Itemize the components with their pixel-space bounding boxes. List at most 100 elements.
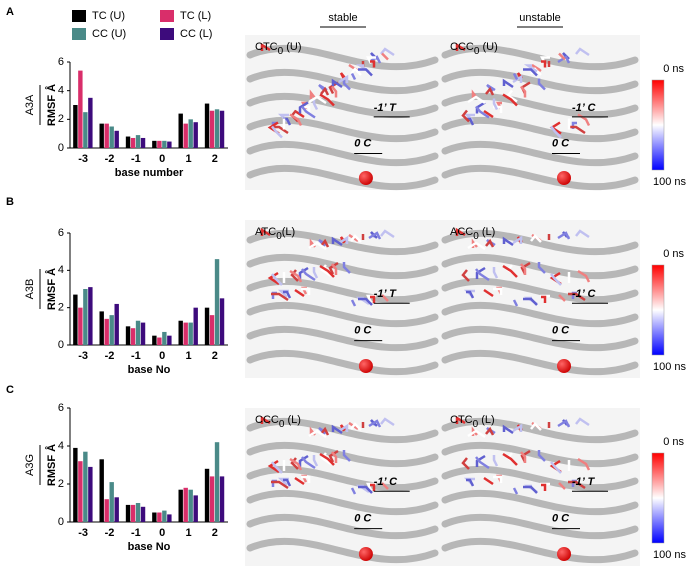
bar: [140, 506, 146, 522]
bar: [193, 307, 198, 345]
image-label: ATC0(L): [255, 226, 295, 242]
ribbon: [246, 349, 439, 376]
y-tick-label: 6: [58, 402, 64, 414]
ribbon: [246, 301, 439, 328]
structure-image: ATC0(L) -1’ T 0 C: [245, 220, 440, 378]
legend-label: TC (U): [92, 10, 125, 22]
colorbar: [651, 452, 665, 544]
bar: [214, 109, 220, 148]
label-sub: 0: [473, 419, 479, 430]
nucleotide-stick: [381, 52, 389, 61]
structure-image: CCC0 (L) -1’ C 0 C: [245, 408, 440, 566]
y-tick-label: 2: [58, 478, 64, 490]
nucleotide-stick: [475, 105, 490, 119]
x-tick-label: -3: [78, 527, 88, 539]
x-tick-label: -3: [78, 153, 88, 165]
colorbar-label: 0 ns: [663, 248, 684, 260]
image-label: ACC0 (L): [450, 226, 495, 242]
bar: [78, 307, 83, 345]
nucleotide-stick: [358, 68, 373, 77]
site-label: 0 C: [354, 137, 372, 149]
nucleotide-stick: [483, 288, 494, 298]
colorbar-label: 100 ns: [653, 176, 687, 188]
nucleotide-stick: [512, 235, 523, 245]
x-tick-label: -2: [105, 153, 115, 165]
x-tick-label: 1: [185, 350, 191, 362]
bar: [157, 337, 162, 345]
bar: [104, 318, 109, 345]
zinc-sphere: [557, 359, 571, 373]
image-label: CCC0 (L): [255, 414, 301, 430]
bar: [167, 335, 172, 345]
legend-swatch: [72, 28, 86, 40]
nucleotide-stick: [338, 74, 349, 84]
nucleotide-stick: [558, 294, 566, 302]
legend-swatch: [72, 10, 86, 22]
site-label: 0 C: [552, 513, 570, 525]
ribbon: [441, 253, 639, 280]
nucleotide-stick: [301, 475, 311, 483]
zinc-sphere: [358, 171, 373, 185]
nucleotide-stick: [475, 266, 486, 279]
bar: [183, 123, 188, 148]
nucleotide-stick: [380, 417, 395, 427]
ribbon: [246, 441, 439, 468]
nucleotide-stick: [320, 238, 330, 248]
nucleotide-stick: [368, 231, 382, 240]
nucleotide-stick: [537, 262, 546, 274]
zinc-sphere: [557, 547, 571, 561]
nucleotide-stick: [271, 125, 283, 139]
legend-label: TC (L): [180, 10, 211, 22]
ribbon: [441, 92, 639, 119]
nucleotide-stick: [289, 457, 303, 471]
x-axis-label: base No: [128, 541, 171, 553]
bar: [193, 122, 198, 148]
nucleotide-stick: [319, 264, 335, 278]
zinc-sphere: [358, 547, 373, 561]
nucleotide-stick: [312, 455, 319, 467]
y-tick-label: 0: [58, 339, 64, 351]
bar: [73, 105, 78, 148]
nucleotide-stick: [485, 426, 495, 436]
colorbar: [651, 79, 665, 171]
nucleotide-stick: [577, 269, 591, 283]
bar: [219, 476, 225, 522]
bar: [104, 123, 109, 148]
ribbon: [441, 44, 639, 71]
nucleotide-stick: [308, 429, 327, 439]
nucleotide-stick: [301, 287, 311, 295]
bar: [188, 322, 193, 345]
bar: [188, 119, 193, 148]
x-tick-label: -3: [78, 350, 88, 362]
ribbon: [246, 92, 439, 119]
bar: [130, 137, 136, 148]
ribbon: [246, 164, 439, 191]
ribbon: [246, 44, 439, 71]
nucleotide-stick: [502, 424, 514, 435]
nucleotide-stick: [466, 290, 475, 299]
nucleotide-stick: [537, 78, 546, 91]
bar: [162, 331, 167, 345]
legend-swatch: [160, 10, 174, 22]
colorbar-label: 100 ns: [653, 549, 687, 561]
nucleotide-stick: [283, 478, 292, 487]
ribbon: [441, 277, 639, 304]
nucleotide-stick: [455, 227, 466, 237]
ribbon: [441, 140, 639, 167]
x-tick-label: 2: [212, 350, 218, 362]
nucleotide-stick: [298, 454, 309, 467]
ribbon: [246, 465, 439, 492]
nucleotide-stick: [461, 109, 470, 123]
bar: [125, 326, 131, 345]
bar: [114, 303, 119, 345]
label-sub: 0: [474, 46, 480, 57]
bar: [109, 482, 114, 522]
bar: [73, 447, 78, 522]
colorbar-label: 100 ns: [653, 361, 687, 373]
bar: [204, 103, 210, 148]
label-rest: (U): [479, 41, 497, 53]
nucleotide-stick: [467, 241, 486, 251]
legend-swatch: [160, 28, 174, 40]
nucleotide-stick: [493, 475, 503, 483]
